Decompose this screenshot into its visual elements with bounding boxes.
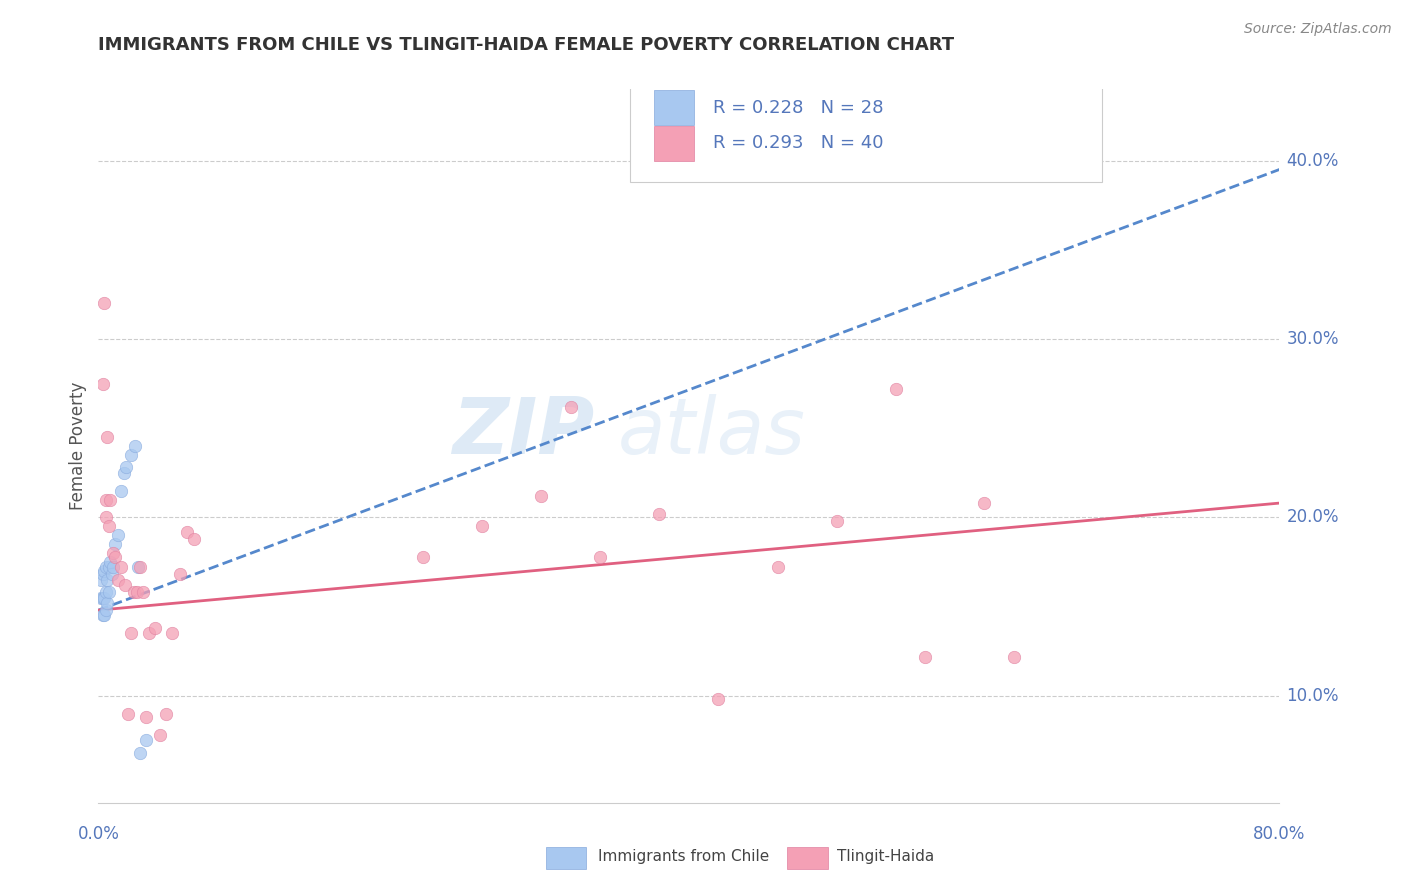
Point: [155, 706, 177, 721]
FancyBboxPatch shape: [546, 847, 586, 869]
Text: Immigrants from Chile: Immigrants from Chile: [598, 849, 769, 863]
Point: [135, 733, 157, 747]
Text: R = 0.228   N = 28: R = 0.228 N = 28: [713, 99, 883, 117]
Text: IMMIGRANTS FROM CHILE VS TLINGIT-HAIDA FEMALE POVERTY CORRELATION CHART: IMMIGRANTS FROM CHILE VS TLINGIT-HAIDA F…: [98, 36, 955, 54]
Point: [560, 400, 582, 414]
Text: 30.0%: 30.0%: [1286, 330, 1339, 348]
Point: [90, 591, 112, 605]
Point: [149, 728, 172, 742]
Point: [94, 492, 117, 507]
Point: [91, 567, 114, 582]
Text: 0.0%: 0.0%: [77, 825, 120, 843]
Point: [128, 746, 150, 760]
Text: 20.0%: 20.0%: [1286, 508, 1339, 526]
Point: [104, 549, 127, 564]
Point: [93, 296, 115, 310]
Point: [96, 596, 118, 610]
Point: [176, 524, 198, 539]
Point: [412, 549, 434, 564]
Point: [124, 439, 146, 453]
Text: 40.0%: 40.0%: [1286, 152, 1339, 169]
Point: [471, 519, 494, 533]
Point: [97, 560, 120, 574]
Point: [103, 546, 125, 560]
Point: [589, 549, 612, 564]
Point: [138, 626, 160, 640]
Point: [107, 528, 129, 542]
Point: [107, 573, 129, 587]
Point: [117, 706, 139, 721]
Point: [94, 510, 117, 524]
Text: ZIP: ZIP: [453, 393, 595, 470]
FancyBboxPatch shape: [787, 847, 828, 869]
Point: [114, 578, 136, 592]
FancyBboxPatch shape: [654, 90, 693, 125]
Point: [93, 591, 115, 605]
Point: [94, 603, 117, 617]
Y-axis label: Female Poverty: Female Poverty: [69, 382, 87, 510]
Point: [707, 692, 730, 706]
Point: [914, 649, 936, 664]
Point: [110, 560, 132, 574]
Point: [98, 492, 121, 507]
Point: [97, 519, 120, 533]
Text: R = 0.293   N = 40: R = 0.293 N = 40: [713, 135, 883, 153]
Point: [125, 585, 148, 599]
Point: [115, 460, 138, 475]
Point: [766, 560, 789, 574]
FancyBboxPatch shape: [654, 126, 693, 161]
Point: [100, 567, 122, 582]
Point: [112, 466, 135, 480]
Point: [122, 585, 145, 599]
Point: [93, 608, 115, 623]
Point: [120, 626, 142, 640]
Point: [96, 430, 118, 444]
Text: 10.0%: 10.0%: [1286, 687, 1339, 705]
Point: [1002, 649, 1025, 664]
Point: [648, 507, 671, 521]
Point: [127, 560, 149, 574]
Point: [162, 626, 183, 640]
Point: [97, 585, 120, 599]
Point: [135, 710, 157, 724]
Point: [98, 555, 121, 569]
Point: [132, 585, 155, 599]
Text: atlas: atlas: [619, 393, 806, 470]
Point: [128, 560, 150, 574]
Point: [91, 591, 114, 605]
FancyBboxPatch shape: [630, 86, 1102, 182]
Point: [884, 382, 907, 396]
Point: [120, 448, 142, 462]
Point: [91, 376, 114, 391]
Point: [94, 560, 117, 574]
Point: [104, 537, 127, 551]
Point: [94, 585, 117, 599]
Point: [91, 608, 114, 623]
Point: [169, 567, 191, 582]
Point: [825, 514, 848, 528]
Point: [973, 496, 995, 510]
Point: [96, 573, 118, 587]
Point: [183, 532, 205, 546]
Point: [530, 489, 553, 503]
Point: [93, 564, 115, 578]
Point: [110, 483, 132, 498]
Text: 80.0%: 80.0%: [1253, 825, 1306, 843]
Point: [103, 560, 125, 574]
Point: [143, 621, 166, 635]
Point: [90, 573, 112, 587]
Text: Source: ZipAtlas.com: Source: ZipAtlas.com: [1244, 22, 1392, 37]
Text: Tlingit-Haida: Tlingit-Haida: [837, 849, 934, 863]
